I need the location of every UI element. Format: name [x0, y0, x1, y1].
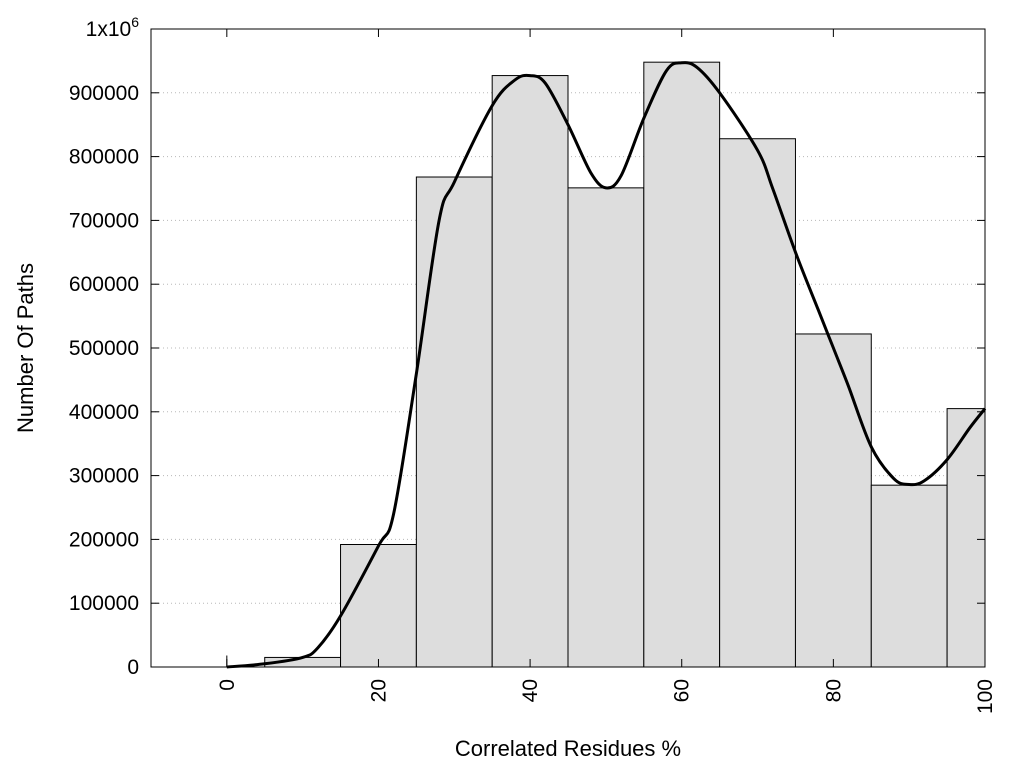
bar [491, 75, 569, 668]
x-tick-label: 20 [367, 679, 390, 702]
x-tick-label: 0 [216, 679, 239, 691]
x-axis-title: Correlated Residues % [455, 736, 681, 761]
bar [719, 138, 796, 668]
y-tick-label: 200000 [69, 528, 139, 551]
bar [415, 176, 493, 668]
y-axis-title: Number Of Paths [13, 263, 38, 433]
bar [946, 408, 986, 668]
bars [226, 61, 986, 668]
y-tick-label: 900000 [69, 82, 139, 105]
y-tick-label: 500000 [69, 337, 139, 360]
y-tick-label: 1x106 [86, 14, 140, 41]
y-tick-label: 400000 [69, 401, 139, 424]
y-tick-label: 600000 [69, 273, 139, 296]
x-tick-label: 100 [974, 679, 997, 714]
curve-line [226, 61, 987, 669]
x-tick-label: 40 [519, 679, 542, 702]
y-axis: 0 100000 200000 300000 400000 500000 600000 700… [69, 14, 985, 679]
y-tick-label: 700000 [69, 209, 139, 232]
bar [643, 61, 721, 668]
bar [567, 187, 645, 668]
y-tick-label: 100000 [69, 592, 139, 615]
y-tick-label: 300000 [69, 465, 139, 488]
x-tick-label: 60 [671, 679, 694, 702]
x-tick-label: 80 [822, 679, 845, 702]
bar [340, 544, 417, 668]
bar [794, 333, 872, 668]
bar [870, 484, 948, 668]
x-axis: 0 20 40 60 80 100 [216, 29, 997, 714]
y-tick-label: 800000 [69, 146, 139, 169]
density-curve [226, 61, 987, 669]
y-tick-label: 0 [127, 656, 139, 679]
